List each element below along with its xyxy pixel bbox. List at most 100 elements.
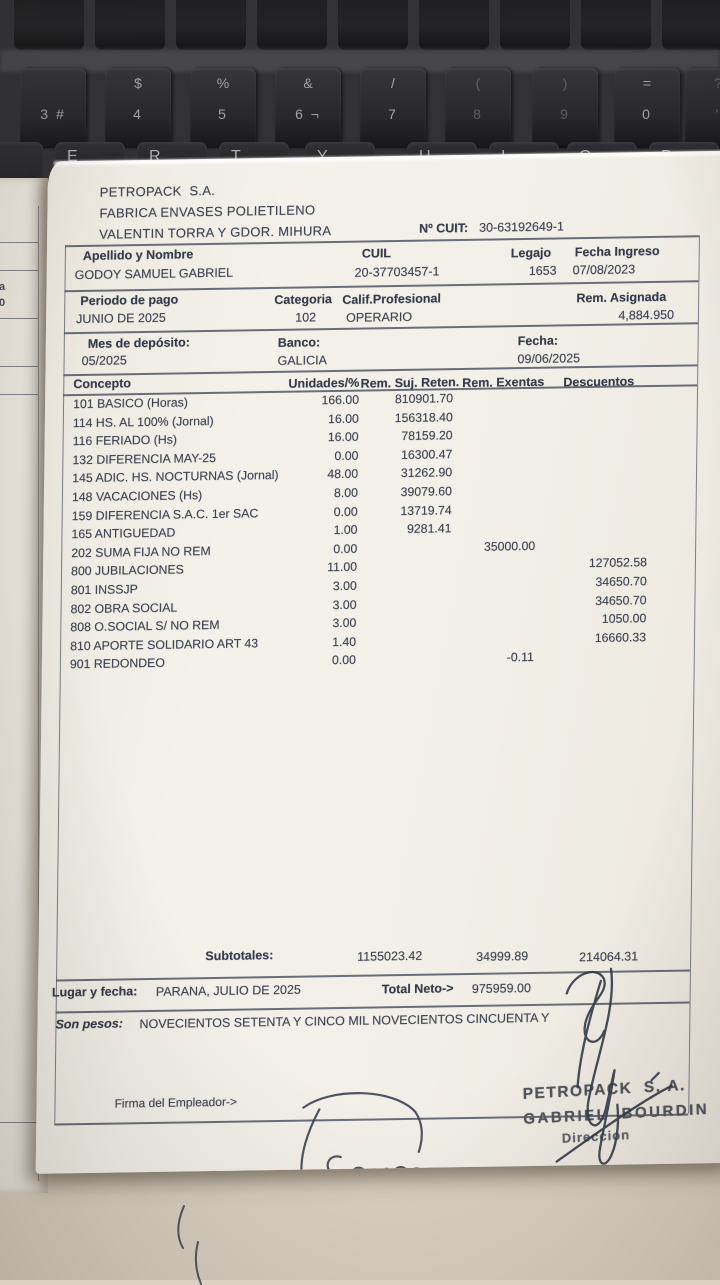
key-main-legend: 3 # [20,106,86,122]
cell-unidades: 1.00 [333,523,357,537]
ingreso-label: Fecha Ingreso [575,244,660,259]
cell-concepto: 101 BASICO (Horas) [73,395,188,411]
mes-deposito-label: Mes de depósito: [88,335,190,351]
keyboard-key-4: $4 [105,68,171,148]
son-pesos-value: NOVECIENTOS SETENTA Y CINCO MIL NOVECIEN… [139,1009,651,1031]
employee-name-label: Apellido y Nombre [83,247,194,263]
cell-unidades: 0.00 [333,541,357,555]
lugar-fecha-label: Lugar y fecha: [52,984,138,999]
rule [56,970,690,981]
stamp-company: PETROPACK S. A. [522,1075,714,1103]
cell-rem-suj-reten: 13719.74 [400,503,451,518]
duplicate-sheet-rule [0,318,38,319]
subtotals-label: Subtotales: [205,948,273,963]
cell-descuentos: 34650.70 [595,593,646,608]
legajo-label: Legajo [511,246,551,261]
cell-unidades: 3.00 [333,597,357,611]
subtotals-exentas: 34999.89 [476,949,528,964]
cuit-value: 30-63192649-1 [479,219,564,234]
banco-value: GALICIA [277,353,326,368]
cuit-label: Nº CUIT: [419,221,468,236]
mes-deposito-value: 05/2025 [82,353,127,368]
duplicate-sheet-text-fragment: a [0,281,5,293]
cell-concepto: 145 ADIC. HS. NOCTURNAS (Jornal) [72,468,279,485]
payslip-document: PETROPACK S.A. FABRICA ENVASES POLIETILE… [36,151,720,1174]
duplicate-sheet-text-fragment: 0 [0,297,5,309]
fecha-label: Fecha: [518,334,558,349]
keyboard-key-top-row [662,0,720,50]
keyboard-key-': ?' [685,68,720,148]
cell-concepto: 802 OBRA SOCIAL [70,600,177,616]
rem-asignada-value: 4,884.950 [618,308,674,323]
employer-stamp: PETROPACK S. A. GABRIEL BOURDIN Direccio… [522,1075,716,1147]
cell-unidades: 0.00 [332,653,356,667]
fecha-value: 09/06/2025 [517,351,580,366]
company-name: PETROPACK S.A. [100,183,216,200]
keyboard-key-top-row [338,0,408,50]
total-neto-value: 975959.00 [472,981,531,996]
cell-unidades: 48.00 [327,467,358,481]
key-main-legend: 7 [360,106,426,122]
period-label: Periodo de pago [80,292,178,308]
cell-unidades: 166.00 [321,393,359,408]
key-main-legend: 0 [614,106,680,122]
key-shift-legend: & [275,75,341,91]
key-main-legend: 6 ¬ [275,106,341,122]
cell-unidades: 16.00 [328,411,359,425]
duplicate-sheet-rule [0,242,38,243]
keyboard-key-top-row [500,0,570,50]
firma-empleador-label: Firma del Empleador-> [114,1095,237,1111]
keyboard-key-0: =0 [614,68,680,148]
key-shift-legend: / [360,75,426,91]
cell-descuentos: 1050.00 [602,611,647,626]
stamp-title: Direccion [562,1122,716,1145]
duplicate-sheet-rule [0,366,38,367]
calif-label: Calif.Profesional [342,291,441,307]
cell-rem-suj-reten: 16300.47 [401,447,452,462]
son-pesos-label: Son pesos: [55,1016,123,1031]
company-line3: VALENTIN TORRA Y GDOR. MIHURA [99,223,331,242]
duplicate-sheet-rule [0,270,38,271]
cell-concepto: 148 VACACIONES (Hs) [72,488,202,504]
cell-concepto: 810 APORTE SOLIDARIO ART 43 [70,636,258,653]
keyboard-key-top-row [581,0,651,50]
cell-rem-suj-reten: 31262.90 [401,466,452,481]
cuil-label: CUIL [362,246,391,260]
company-line2: FABRICA ENVASES POLIETILENO [99,202,315,220]
cell-concepto: 808 O.SOCIAL S/ NO REM [70,618,219,634]
cell-rem-suj-reten: 39079.60 [401,484,452,499]
categoria-value: 102 [295,310,316,324]
calif-value: OPERARIO [346,310,412,325]
cell-unidades: 3.00 [332,616,356,630]
cell-unidades: 16.00 [328,430,359,444]
cell-rem-exentas: -0.11 [507,650,534,664]
cell-concepto: 114 HS. AL 100% (Jornal) [73,414,214,430]
cell-unidades: 0.00 [334,448,358,462]
cell-unidades: 0.00 [334,504,358,518]
keyboard-key-top-row [176,0,246,50]
cell-rem-exentas: 35000.00 [484,539,535,554]
key-shift-legend: % [190,75,256,91]
cuil-value: 20-37703457-1 [355,264,440,279]
cell-rem-suj-reten: 78159.20 [401,428,452,443]
total-neto-label: Total Neto-> [382,981,454,996]
cell-rem-suj-reten: 156318.40 [395,410,453,425]
key-main-legend: 5 [190,106,256,122]
keyboard-key-7: /7 [360,68,426,148]
lugar-fecha-value: PARANA, JULIO DE 2025 [156,983,301,999]
key-shift-legend: ) [532,75,598,91]
header-unidades: Unidades/% [288,376,359,391]
cell-rem-suj-reten: 9281.41 [407,521,452,536]
employee-name: GODOY SAMUEL GABRIEL [75,266,234,282]
rem-asignada-label: Rem. Asignada [576,290,666,305]
key-shift-legend: = [614,75,680,91]
period-value: JUNIO DE 2025 [76,311,166,326]
keyboard-key-6: & 6 ¬ [275,68,341,148]
subtotals-suj: 1155023.42 [357,949,422,964]
pen-strokes-on-desk [170,1200,230,1285]
subtotals-descuentos: 214064.31 [579,949,638,964]
cell-concepto: 132 DIFERENCIA MAY-25 [72,451,216,467]
key-main-legend: 8 [445,106,511,122]
